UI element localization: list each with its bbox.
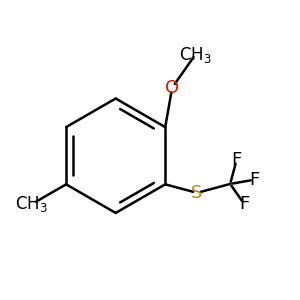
- Text: F: F: [249, 171, 259, 189]
- Text: S: S: [191, 184, 203, 202]
- Text: CH$_3$: CH$_3$: [15, 194, 48, 214]
- Text: F: F: [239, 195, 249, 213]
- Text: F: F: [231, 152, 242, 169]
- Text: O: O: [165, 79, 179, 97]
- Text: CH$_3$: CH$_3$: [179, 45, 211, 65]
